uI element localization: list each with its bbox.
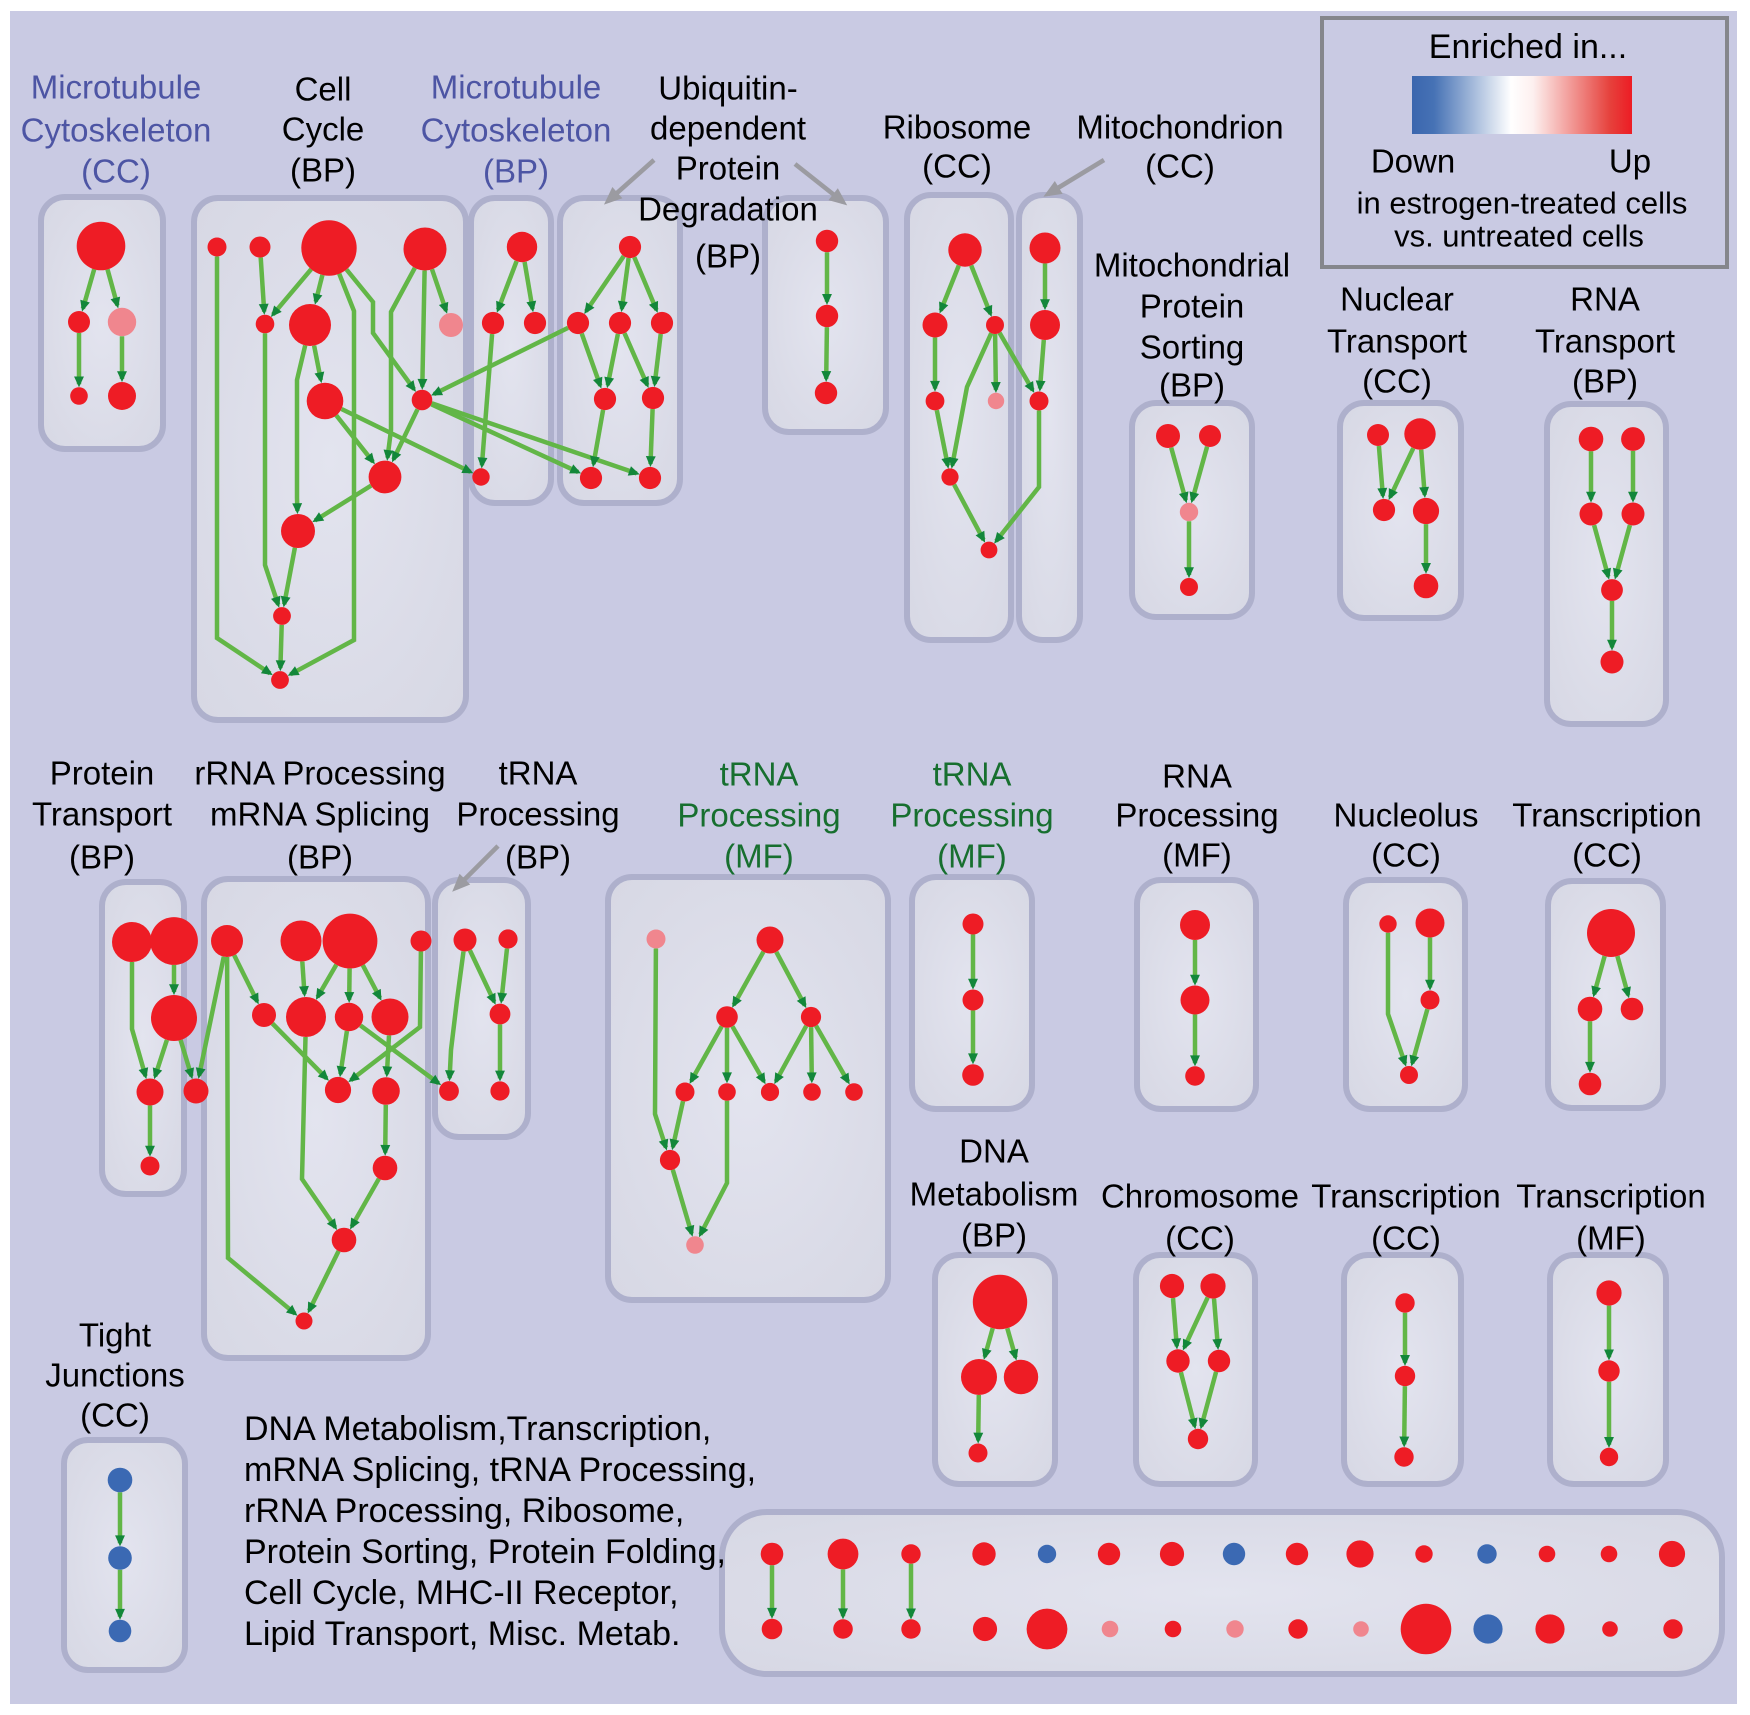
svg-text:(BP): (BP) bbox=[1159, 367, 1225, 404]
svg-text:Cycle: Cycle bbox=[282, 111, 365, 148]
svg-text:Processing: Processing bbox=[677, 797, 840, 834]
svg-text:(MF): (MF) bbox=[724, 838, 794, 875]
svg-text:mRNA Splicing: mRNA Splicing bbox=[210, 796, 430, 833]
svg-text:Cell Cycle, MHC-II Receptor,: Cell Cycle, MHC-II Receptor, bbox=[244, 1574, 679, 1612]
svg-text:DNA: DNA bbox=[959, 1133, 1029, 1170]
svg-text:(CC): (CC) bbox=[1145, 148, 1215, 185]
svg-text:Microtubule: Microtubule bbox=[431, 69, 602, 106]
svg-text:RNA: RNA bbox=[1162, 758, 1232, 795]
svg-text:Transport: Transport bbox=[1535, 323, 1675, 360]
svg-text:(BP): (BP) bbox=[483, 153, 549, 190]
svg-text:Mitochondrion: Mitochondrion bbox=[1076, 109, 1283, 146]
svg-text:Enriched in...: Enriched in... bbox=[1429, 28, 1627, 66]
svg-text:Protein: Protein bbox=[1140, 288, 1245, 325]
svg-text:Sorting: Sorting bbox=[1140, 329, 1245, 366]
svg-text:Chromosome: Chromosome bbox=[1101, 1178, 1299, 1215]
svg-text:Protein: Protein bbox=[50, 755, 155, 792]
svg-text:Metabolism: Metabolism bbox=[910, 1176, 1079, 1213]
svg-text:Nuclear: Nuclear bbox=[1340, 281, 1454, 318]
svg-text:Transcription: Transcription bbox=[1512, 797, 1702, 834]
svg-text:(BP): (BP) bbox=[505, 839, 571, 876]
svg-text:Cytoskeleton: Cytoskeleton bbox=[421, 112, 612, 149]
svg-text:Ubiquitin-: Ubiquitin- bbox=[658, 70, 797, 107]
svg-text:Processing: Processing bbox=[890, 797, 1053, 834]
svg-text:mRNA Splicing, tRNA Processing: mRNA Splicing, tRNA Processing, bbox=[244, 1451, 756, 1489]
svg-text:(BP): (BP) bbox=[1572, 363, 1638, 400]
svg-text:Protein Sorting, Protein Foldi: Protein Sorting, Protein Folding, bbox=[244, 1533, 726, 1571]
svg-text:Down: Down bbox=[1371, 143, 1455, 180]
svg-text:in estrogen-treated cells: in estrogen-treated cells bbox=[1357, 186, 1688, 221]
svg-text:(BP): (BP) bbox=[287, 839, 353, 876]
svg-text:(MF): (MF) bbox=[1576, 1220, 1646, 1257]
svg-text:(BP): (BP) bbox=[961, 1217, 1027, 1254]
svg-text:Nucleolus: Nucleolus bbox=[1334, 797, 1479, 834]
svg-text:Up: Up bbox=[1609, 143, 1651, 180]
svg-text:Cytoskeleton: Cytoskeleton bbox=[21, 112, 212, 149]
svg-text:(CC): (CC) bbox=[81, 153, 151, 190]
svg-text:tRNA: tRNA bbox=[499, 755, 578, 792]
svg-text:Protein: Protein bbox=[676, 150, 781, 187]
svg-text:Transcription: Transcription bbox=[1311, 1178, 1501, 1215]
svg-text:Junctions: Junctions bbox=[45, 1357, 184, 1394]
svg-text:Processing: Processing bbox=[1115, 797, 1278, 834]
svg-text:rRNA Processing: rRNA Processing bbox=[194, 755, 445, 792]
svg-text:Microtubule: Microtubule bbox=[31, 69, 202, 106]
svg-text:(BP): (BP) bbox=[69, 839, 135, 876]
svg-text:(MF): (MF) bbox=[937, 838, 1007, 875]
svg-text:RNA: RNA bbox=[1570, 281, 1640, 318]
svg-text:Tight: Tight bbox=[79, 1317, 151, 1354]
svg-text:dependent: dependent bbox=[650, 110, 806, 147]
svg-text:(CC): (CC) bbox=[1362, 363, 1432, 400]
svg-text:Degradation: Degradation bbox=[638, 191, 818, 228]
svg-text:(CC): (CC) bbox=[80, 1397, 150, 1434]
svg-text:Cell: Cell bbox=[295, 71, 352, 108]
svg-text:Transport: Transport bbox=[32, 796, 172, 833]
svg-text:(BP): (BP) bbox=[695, 238, 761, 275]
svg-text:tRNA: tRNA bbox=[720, 756, 799, 793]
svg-text:Processing: Processing bbox=[456, 796, 619, 833]
svg-text:(CC): (CC) bbox=[1572, 837, 1642, 874]
svg-text:vs. untreated cells: vs. untreated cells bbox=[1394, 219, 1644, 254]
svg-text:(CC): (CC) bbox=[922, 148, 992, 185]
svg-text:DNA Metabolism,Transcription,: DNA Metabolism,Transcription, bbox=[244, 1410, 711, 1448]
svg-text:Lipid Transport, Misc. Metab.: Lipid Transport, Misc. Metab. bbox=[244, 1615, 681, 1653]
svg-text:(CC): (CC) bbox=[1165, 1220, 1235, 1257]
svg-text:Transcription: Transcription bbox=[1516, 1178, 1706, 1215]
svg-text:(CC): (CC) bbox=[1371, 1220, 1441, 1257]
svg-text:Mitochondrial: Mitochondrial bbox=[1094, 247, 1290, 284]
svg-text:(MF): (MF) bbox=[1162, 837, 1232, 874]
svg-text:rRNA Processing, Ribosome,: rRNA Processing, Ribosome, bbox=[244, 1492, 684, 1530]
svg-text:Ribosome: Ribosome bbox=[883, 109, 1032, 146]
svg-text:Transport: Transport bbox=[1327, 323, 1467, 360]
svg-text:(CC): (CC) bbox=[1371, 837, 1441, 874]
svg-text:(BP): (BP) bbox=[290, 152, 356, 189]
svg-text:tRNA: tRNA bbox=[933, 756, 1012, 793]
